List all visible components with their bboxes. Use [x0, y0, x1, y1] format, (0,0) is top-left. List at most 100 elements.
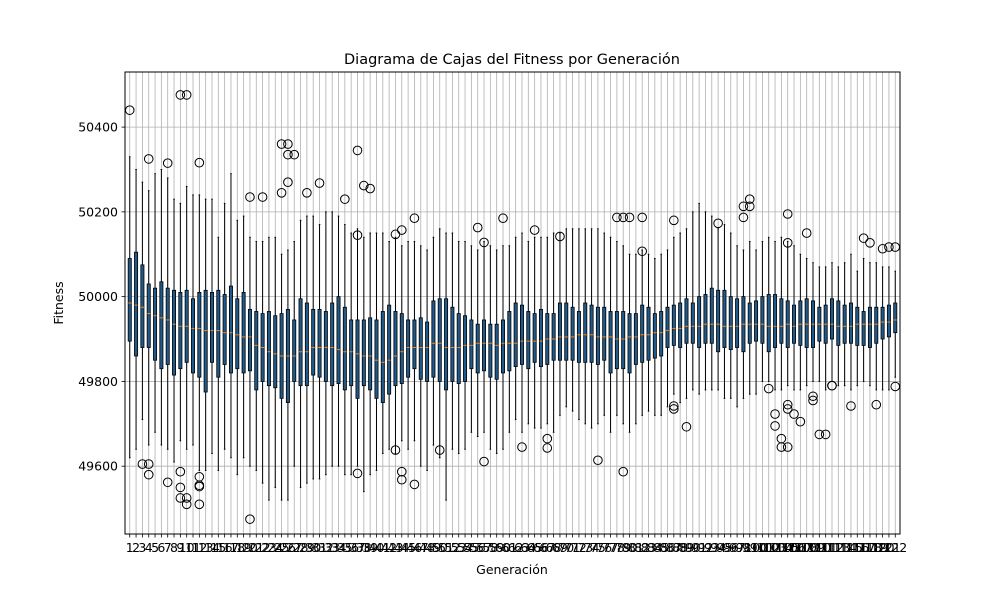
box-generation-35 [342, 224, 347, 476]
outlier-point [877, 243, 888, 254]
box-generation-110 [817, 266, 822, 382]
outlier-point [396, 474, 407, 485]
box-generation-23 [266, 236, 271, 501]
x-tick-label: 38 [356, 540, 372, 555]
box-generation-42 [387, 241, 392, 450]
x-tick-label: 83 [641, 540, 657, 555]
box-generation-44 [399, 245, 404, 442]
iqr-box [855, 306, 860, 346]
x-tick-label: 95 [716, 540, 732, 555]
x-tick-label: 71 [565, 540, 581, 555]
x-tick-label: 112 [820, 540, 844, 555]
outlier-point [808, 395, 818, 406]
x-tick-label: 69 [552, 540, 568, 555]
boxes-group [127, 156, 898, 501]
outlier-point [314, 178, 325, 188]
x-tick-label: 62 [508, 540, 524, 555]
box-generation-103 [773, 241, 778, 391]
iqr-box [659, 311, 664, 357]
iqr-box [266, 311, 271, 387]
x-tick-label: 31 [312, 540, 328, 555]
box-generation-9 [178, 202, 183, 442]
outlier-point [808, 391, 818, 402]
box-generation-55 [469, 245, 474, 433]
outlier-point [143, 459, 154, 469]
x-tick-label: 109 [801, 540, 825, 555]
iqr-box [342, 306, 347, 391]
x-tick-label: 3 [138, 540, 146, 555]
iqr-box [399, 313, 404, 384]
box-generation-12 [197, 194, 202, 471]
box-generation-14 [210, 198, 214, 454]
x-tick-label: 53 [451, 540, 467, 555]
outlier-point [795, 416, 806, 427]
x-tick-label: 21 [248, 540, 264, 555]
outlier-point [637, 246, 647, 257]
iqr-box [418, 317, 423, 380]
outlier-point [827, 380, 837, 391]
box-generation-63 [520, 232, 524, 433]
x-tick-label: 103 [763, 540, 787, 555]
iqr-box [228, 285, 233, 374]
outlier-point [782, 209, 793, 219]
x-tick-label: 88 [672, 540, 688, 555]
iqr-box [703, 294, 708, 344]
iqr-box [159, 281, 164, 370]
box-generation-53 [456, 241, 461, 454]
iqr-box [501, 319, 505, 374]
iqr-box [134, 251, 139, 357]
x-tick-label: 9 [176, 540, 184, 555]
x-tick-label: 7 [164, 540, 172, 555]
x-tick-label: 37 [350, 540, 366, 555]
x-tick-label: 91 [691, 540, 707, 555]
iqr-box [247, 308, 252, 372]
box-generation-106 [792, 245, 797, 391]
outlier-point [409, 213, 420, 224]
box-generation-7 [165, 177, 170, 450]
iqr-box [197, 292, 202, 378]
box-generation-93 [709, 215, 714, 391]
x-tick-label: 54 [457, 540, 473, 555]
box-generation-43 [393, 236, 398, 454]
x-tick-label: 85 [653, 540, 669, 555]
box-generation-25 [279, 253, 284, 501]
x-tick-label: 43 [388, 540, 404, 555]
x-tick-label: 93 [704, 540, 720, 555]
outlier-point [162, 158, 173, 168]
x-tick-label: 47 [413, 540, 429, 555]
box-generation-31 [317, 224, 322, 480]
box-generation-117 [861, 257, 866, 382]
x-tick-label: 32 [318, 540, 334, 555]
iqr-box [140, 264, 145, 348]
box-generation-71 [570, 228, 575, 412]
x-tick-label: 116 [845, 540, 869, 555]
iqr-box [146, 283, 151, 348]
box-generation-69 [557, 232, 562, 416]
box-generation-82 [640, 249, 645, 416]
box-generation-86 [665, 249, 670, 408]
iqr-box [127, 258, 132, 342]
outlier-point [396, 466, 407, 477]
outliers-group [124, 90, 901, 524]
chart-title: Diagrama de Cajas del Fitness por Genera… [344, 52, 680, 68]
box-generation-56 [475, 249, 480, 438]
iqr-box [191, 298, 195, 374]
x-tick-label: 63 [514, 540, 530, 555]
x-tick-label: 45 [400, 540, 416, 555]
x-tick-label: 41 [375, 540, 391, 555]
outlier-point [618, 466, 629, 477]
box-generation-41 [380, 232, 385, 454]
box-generation-51 [444, 232, 449, 501]
x-tick-label: 119 [864, 540, 888, 555]
x-tick-label: 92 [698, 540, 714, 555]
box-generation-92 [703, 211, 708, 391]
iqr-box [482, 319, 487, 372]
box-generation-111 [823, 266, 828, 391]
outlier-point [390, 445, 401, 455]
iqr-box [393, 311, 398, 387]
x-tick-label: 102 [757, 540, 781, 555]
box-generation-8 [172, 198, 177, 463]
x-tick-label: 96 [723, 540, 739, 555]
outlier-point [434, 445, 445, 455]
x-tick-label: 84 [647, 540, 663, 555]
